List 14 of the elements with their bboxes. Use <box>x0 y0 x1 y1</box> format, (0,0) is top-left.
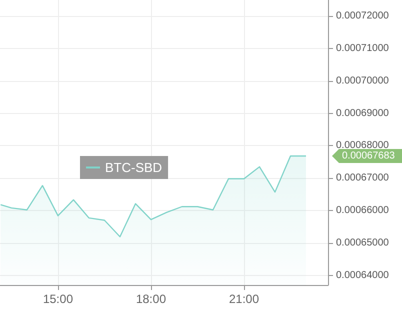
y-tick-label: 0.00065000 <box>336 237 390 248</box>
text: 0.00067683 <box>342 150 396 162</box>
y-tick-label: 0.00069000 <box>336 108 390 119</box>
y-tick-label: 0.00066000 <box>336 205 390 216</box>
x-tick-label: 18:00 <box>136 292 166 306</box>
y-tick-label: 0.00070000 <box>336 75 390 86</box>
y-tick-label: 0.00067000 <box>336 172 390 184</box>
y-tick-label: 0.00064000 <box>336 270 390 281</box>
y-tick-label: 0.00068000 <box>336 140 390 152</box>
x-tick-label: 21:00 <box>228 292 260 306</box>
y-tick-label: 0.00072000 <box>336 10 390 22</box>
y-tick-label: 0.00071000 <box>336 43 390 54</box>
legend-label: BTC-SBD <box>105 160 162 175</box>
x-tick-label: 15:00 <box>42 292 74 306</box>
